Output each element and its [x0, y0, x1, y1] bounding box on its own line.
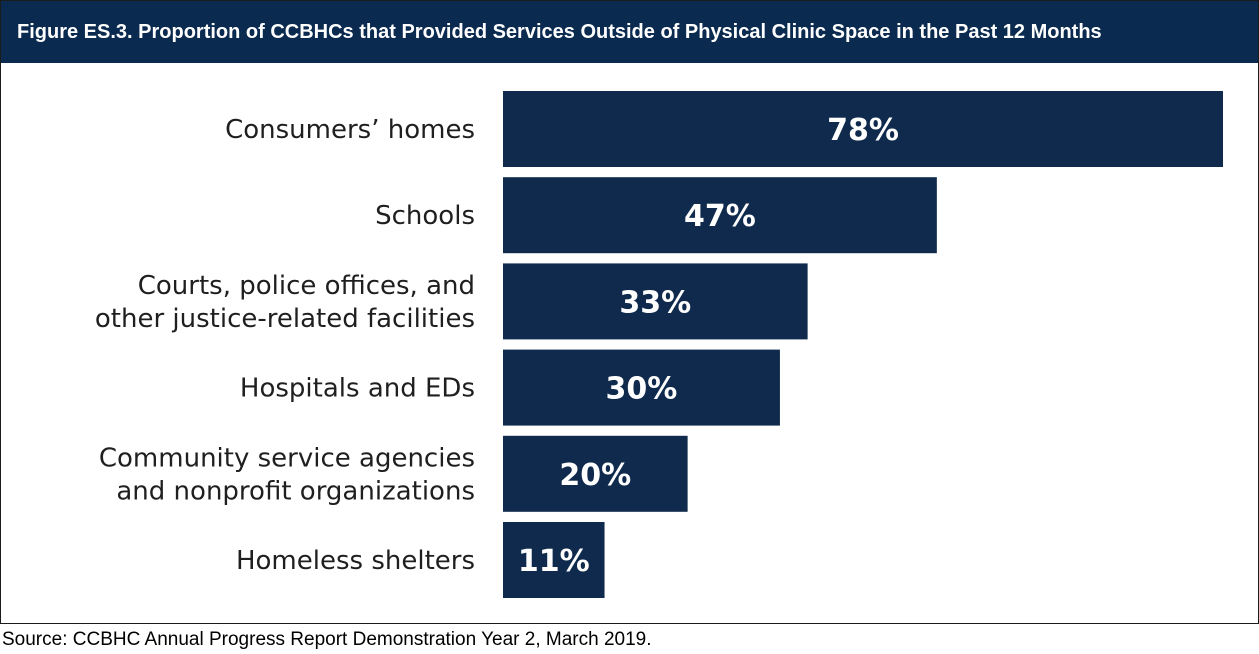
category-label: Community service agencies and nonprofit …	[99, 443, 475, 506]
category-label: Courts, police offices, and other justice…	[95, 271, 475, 334]
source-note: Source: CCBHC Annual Progress Report Dem…	[2, 629, 652, 650]
bar-0	[503, 91, 1223, 167]
bar-value-label: 30%	[606, 372, 678, 407]
category-label: Consumers’ homes	[225, 115, 475, 145]
category-label: Schools	[375, 201, 475, 231]
bar-value-label: 33%	[619, 285, 691, 320]
bar-3	[503, 349, 780, 426]
category-label-line: Consumers’ homes	[225, 115, 475, 145]
category-label: Homeless shelters	[236, 546, 475, 576]
category-label-line: Schools	[375, 201, 475, 231]
bar-1	[503, 177, 937, 254]
category-label-line: Hospitals and EDs	[240, 374, 475, 404]
bar-value-label: 11%	[518, 544, 590, 579]
bar-4	[503, 435, 688, 512]
bar-2	[503, 263, 808, 340]
bar-value-label: 20%	[559, 458, 631, 493]
category-label: Hospitals and EDs	[240, 374, 475, 404]
figure-title: Figure ES.3. Proportion of CCBHCs that P…	[1, 1, 1258, 63]
category-label-line: Courts, police offices, and	[138, 271, 475, 301]
bar-value-label: 78%	[827, 113, 899, 148]
bar-5	[503, 522, 605, 598]
category-label-line: and nonprofit organizations	[116, 476, 475, 506]
category-label-line: Homeless shelters	[236, 546, 475, 576]
category-label-line: Community service agencies	[99, 443, 475, 473]
category-label-line: other justice-related facilities	[95, 304, 475, 334]
bar-chart: 78% Consumers’ homes 47% Schools 33% Courts, …	[95, 91, 1223, 598]
bar-value-label: 47%	[684, 199, 756, 234]
figure-frame: Figure ES.3. Proportion of CCBHCs that P…	[0, 0, 1259, 624]
